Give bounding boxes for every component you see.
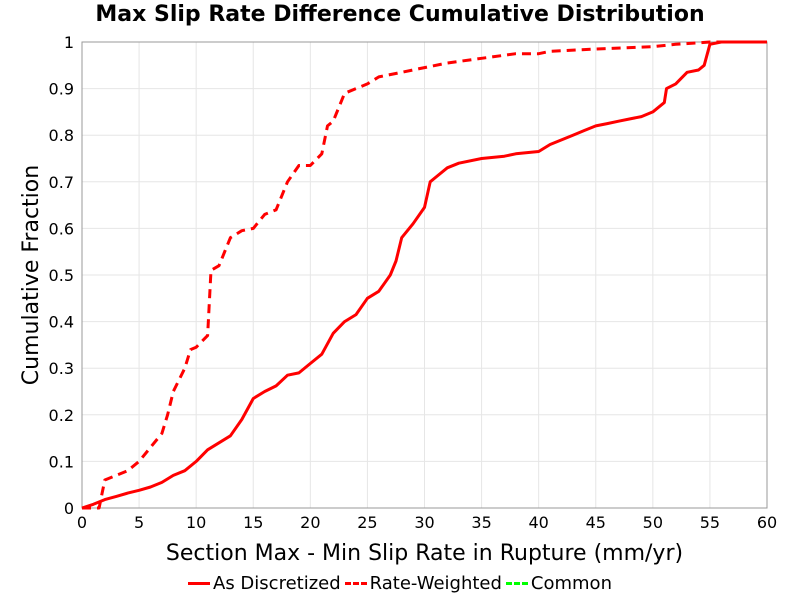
legend-item: Rate-Weighted — [344, 573, 502, 594]
x-axis-title: Section Max - Min Slip Rate in Rupture (… — [166, 541, 683, 566]
legend-label: Common — [530, 573, 612, 594]
tick-labels: 0 5 10 15 20 25 30 35 40 45 50 55 60 0 0.1 0.2 0.3 0.4 0.5… — [49, 33, 778, 532]
x-tick-label: 35 — [471, 513, 491, 532]
legend-swatch — [505, 582, 528, 585]
legend-item: Common — [505, 573, 612, 594]
y-tick-label: 0.8 — [49, 126, 74, 145]
x-tick-label: 45 — [586, 513, 606, 532]
y-tick-label: 0.4 — [49, 313, 74, 332]
y-tick-label: 0.3 — [49, 359, 74, 378]
x-tick-label: 5 — [134, 513, 144, 532]
x-tick-label: 10 — [186, 513, 206, 532]
x-tick-label: 0 — [77, 513, 87, 532]
chart-title: Max Slip Rate Difference Cumulative Dist… — [95, 2, 705, 27]
y-tick-label: 0.7 — [49, 173, 74, 192]
series-lines — [81, 40, 767, 510]
grid-lines — [81, 41, 768, 509]
legend-label: As Discretized — [213, 573, 341, 594]
y-tick-label: 0.1 — [49, 452, 74, 471]
series-line-0 — [81, 40, 767, 510]
x-tick-label: 55 — [700, 513, 720, 532]
x-tick-label: 40 — [528, 513, 548, 532]
y-tick-label: 0.9 — [49, 80, 74, 99]
x-tick-label: 15 — [243, 513, 263, 532]
y-tick-label: 0.5 — [49, 266, 74, 285]
y-tick-label: 0 — [64, 499, 74, 518]
x-tick-label: 50 — [643, 513, 663, 532]
legend-item: As Discretized — [188, 573, 341, 594]
x-tick-label: 60 — [757, 513, 777, 532]
y-tick-label: 0.6 — [49, 219, 74, 238]
legend-swatch — [188, 582, 211, 585]
x-tick-label: 30 — [414, 513, 434, 532]
x-tick-label: 20 — [300, 513, 320, 532]
y-axis-title: Cumulative Fraction — [19, 165, 44, 385]
legend: As Discretized Rate-Weighted Common — [0, 573, 800, 594]
legend-label: Rate-Weighted — [369, 573, 502, 594]
y-tick-label: 0.2 — [49, 406, 74, 425]
legend-swatch — [344, 582, 367, 585]
series-line-1 — [82, 40, 767, 510]
y-tick-label: 1 — [64, 33, 74, 52]
plot-border — [81, 41, 768, 509]
x-tick-label: 25 — [357, 513, 377, 532]
